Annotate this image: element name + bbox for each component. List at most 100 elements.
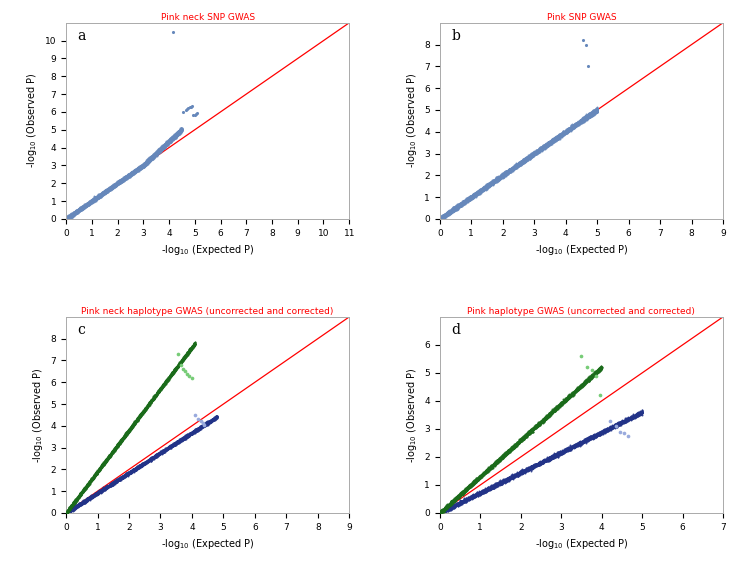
Point <box>476 186 487 195</box>
Point <box>462 484 474 493</box>
Point <box>192 426 203 435</box>
Point <box>584 373 595 382</box>
Point <box>572 117 584 127</box>
Point <box>137 160 148 169</box>
Point <box>92 193 104 202</box>
Point <box>180 351 192 360</box>
Point <box>167 133 178 142</box>
Point <box>490 175 502 184</box>
Point <box>85 197 97 206</box>
Point <box>69 208 81 217</box>
Point <box>561 125 573 134</box>
Point <box>93 192 105 201</box>
Point <box>517 467 528 477</box>
Point <box>111 441 123 450</box>
Point <box>512 160 523 169</box>
Point <box>479 486 490 495</box>
Point <box>76 204 87 213</box>
Point <box>62 214 73 223</box>
Point <box>563 393 575 402</box>
Point <box>541 457 553 466</box>
Point <box>79 202 90 211</box>
Point <box>497 172 509 181</box>
Point <box>589 108 601 117</box>
Point <box>188 341 200 351</box>
Point <box>126 421 138 430</box>
Point <box>71 501 83 510</box>
Point <box>564 392 576 401</box>
Point <box>149 392 161 401</box>
Point <box>126 421 138 430</box>
Point <box>63 212 75 221</box>
Point <box>463 194 475 203</box>
Point <box>95 486 106 495</box>
Point <box>536 459 548 469</box>
Point <box>106 479 117 488</box>
Point <box>570 441 581 450</box>
Point <box>437 212 449 221</box>
Point <box>133 463 145 472</box>
Point <box>497 171 509 180</box>
Point <box>635 409 647 418</box>
Point <box>98 189 109 198</box>
Point <box>504 474 516 483</box>
Point <box>132 414 144 423</box>
Point <box>482 180 494 189</box>
Point <box>452 493 464 502</box>
Point <box>84 199 95 208</box>
Point <box>567 389 579 398</box>
Point <box>481 181 493 190</box>
Point <box>147 153 159 162</box>
Point <box>484 180 495 189</box>
Point <box>537 456 548 465</box>
Point <box>206 417 217 426</box>
Point <box>457 198 469 207</box>
Point <box>123 171 134 180</box>
Point <box>506 473 517 482</box>
Point <box>164 137 176 146</box>
Point <box>127 465 139 474</box>
Point <box>76 486 88 495</box>
Point <box>62 505 74 514</box>
Point <box>480 181 492 190</box>
Point <box>137 407 148 416</box>
X-axis label: -log$_{10}$ (Expected P): -log$_{10}$ (Expected P) <box>161 243 255 257</box>
Point <box>487 178 498 188</box>
Point <box>145 454 157 463</box>
Point <box>507 471 519 480</box>
Point <box>87 197 98 206</box>
Point <box>606 422 618 431</box>
Point <box>501 167 512 176</box>
Point <box>200 418 212 428</box>
Point <box>100 187 112 196</box>
Point <box>585 433 597 442</box>
Point <box>161 139 172 148</box>
Point <box>150 150 162 159</box>
Point <box>174 359 186 368</box>
Point <box>202 419 214 428</box>
Point <box>453 491 465 500</box>
Point <box>90 194 101 203</box>
Point <box>445 500 457 510</box>
Point <box>65 212 76 221</box>
Point <box>589 432 601 441</box>
Point <box>122 427 134 436</box>
Point <box>156 143 167 152</box>
Point <box>550 133 562 142</box>
Point <box>571 385 583 394</box>
Point <box>562 126 574 135</box>
Point <box>62 507 74 516</box>
Point <box>94 190 106 200</box>
Point <box>492 479 504 488</box>
Point <box>457 488 468 498</box>
Point <box>161 140 173 149</box>
Point <box>128 465 139 474</box>
Point <box>64 210 76 219</box>
Point <box>150 148 162 157</box>
Point <box>475 473 487 482</box>
Point <box>168 132 180 141</box>
Point <box>140 159 152 168</box>
Point <box>97 190 109 199</box>
Point <box>561 124 573 133</box>
Point <box>102 186 114 195</box>
